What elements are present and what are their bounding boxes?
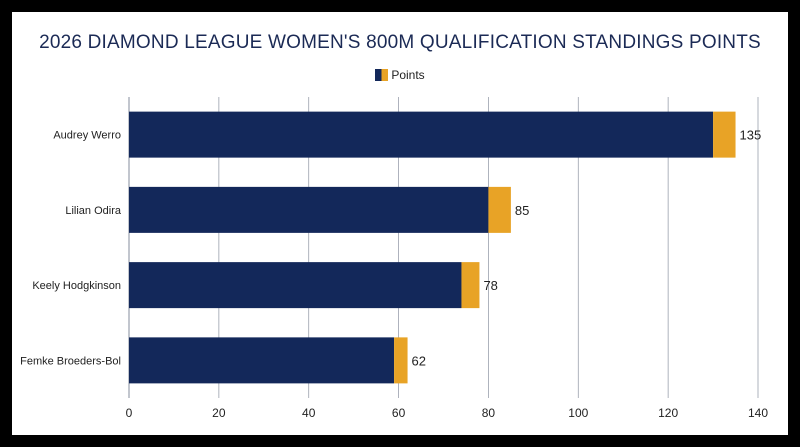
bar-segment-primary xyxy=(129,337,395,384)
bar-segment-primary xyxy=(129,111,714,158)
bar-segment-accent xyxy=(713,111,736,158)
data-label: 85 xyxy=(515,203,529,218)
bar-segment-primary xyxy=(129,262,462,309)
x-tick-label: 100 xyxy=(568,406,588,420)
legend-swatch xyxy=(375,69,389,81)
x-tick-label: 80 xyxy=(482,406,496,420)
chart-legend: Points xyxy=(12,68,788,82)
chart-card: 2026 DIAMOND LEAGUE WOMEN'S 800M QUALIFI… xyxy=(12,12,788,435)
category-label: Audrey Werro xyxy=(53,130,121,142)
x-tick-label: 0 xyxy=(126,406,133,420)
category-label: Lilian Odira xyxy=(65,205,122,217)
x-tick-label: 20 xyxy=(212,406,226,420)
bar-segment-accent xyxy=(394,337,408,384)
x-tick-label: 140 xyxy=(748,406,768,420)
bar-segment-primary xyxy=(129,186,489,233)
x-tick-label: 120 xyxy=(658,406,678,420)
data-label: 78 xyxy=(483,278,497,293)
category-label: Keely Hodgkinson xyxy=(32,280,121,292)
bar-segment-accent xyxy=(461,262,480,309)
bar-chart: 0 20 40 60 80 100 120 140 135 Audrey Werro 85 Lilia… xyxy=(20,97,768,420)
chart-title: 2026 DIAMOND LEAGUE WOMEN'S 800M QUALIFI… xyxy=(39,32,761,53)
data-label: 135 xyxy=(740,128,762,143)
data-label: 62 xyxy=(412,353,426,368)
category-label: Femke Broeders-Bol xyxy=(20,355,121,367)
legend-label: Points xyxy=(391,68,425,82)
x-tick-label: 40 xyxy=(302,406,316,420)
x-tick-label: 60 xyxy=(392,406,406,420)
bar-segment-accent xyxy=(488,186,511,233)
